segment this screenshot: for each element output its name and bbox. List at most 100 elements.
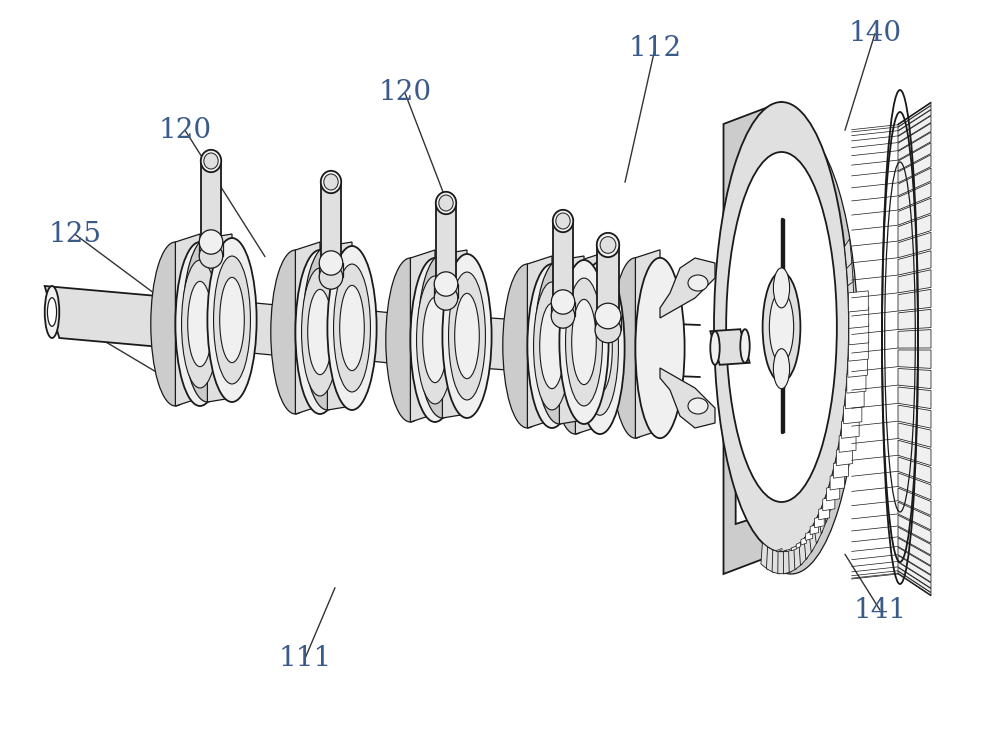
Polygon shape: [834, 450, 843, 482]
Ellipse shape: [201, 150, 221, 172]
Ellipse shape: [688, 398, 708, 414]
Polygon shape: [827, 478, 836, 510]
Ellipse shape: [199, 230, 223, 254]
Ellipse shape: [714, 102, 849, 552]
Polygon shape: [819, 507, 830, 520]
Ellipse shape: [418, 254, 467, 418]
Polygon shape: [898, 562, 931, 589]
Ellipse shape: [334, 264, 370, 392]
Polygon shape: [660, 258, 715, 318]
Polygon shape: [836, 448, 853, 466]
Polygon shape: [823, 497, 835, 511]
Polygon shape: [207, 234, 232, 402]
Ellipse shape: [553, 210, 573, 232]
Polygon shape: [849, 315, 854, 339]
Polygon shape: [898, 350, 931, 368]
Polygon shape: [597, 245, 619, 330]
Ellipse shape: [710, 331, 720, 365]
Ellipse shape: [188, 281, 212, 367]
Polygon shape: [898, 548, 931, 575]
Ellipse shape: [736, 174, 846, 524]
Ellipse shape: [402, 314, 419, 366]
Polygon shape: [898, 440, 931, 466]
Text: 120: 120: [158, 117, 212, 144]
Ellipse shape: [324, 174, 338, 190]
Polygon shape: [898, 571, 931, 595]
Ellipse shape: [566, 278, 602, 406]
Ellipse shape: [611, 258, 660, 438]
Polygon shape: [791, 546, 797, 551]
Polygon shape: [898, 556, 931, 583]
Polygon shape: [201, 161, 221, 256]
Ellipse shape: [434, 286, 458, 310]
Ellipse shape: [386, 258, 435, 422]
Polygon shape: [842, 419, 859, 438]
Polygon shape: [559, 256, 584, 424]
Ellipse shape: [439, 195, 453, 211]
Ellipse shape: [540, 304, 564, 388]
Polygon shape: [772, 550, 780, 574]
Ellipse shape: [321, 266, 341, 288]
Ellipse shape: [442, 254, 492, 418]
Polygon shape: [898, 515, 931, 543]
Polygon shape: [319, 263, 343, 277]
Polygon shape: [898, 143, 931, 171]
Ellipse shape: [319, 251, 343, 275]
Ellipse shape: [308, 289, 332, 375]
Ellipse shape: [553, 305, 573, 327]
Polygon shape: [175, 234, 200, 406]
Polygon shape: [794, 543, 802, 570]
Polygon shape: [295, 242, 320, 414]
Ellipse shape: [503, 264, 552, 428]
Polygon shape: [736, 155, 794, 524]
Ellipse shape: [207, 238, 257, 402]
Ellipse shape: [455, 293, 479, 379]
Polygon shape: [553, 221, 573, 316]
Polygon shape: [898, 270, 931, 293]
Ellipse shape: [595, 317, 621, 343]
Polygon shape: [898, 106, 931, 131]
Ellipse shape: [340, 286, 364, 371]
Polygon shape: [436, 203, 456, 298]
Ellipse shape: [535, 260, 584, 424]
Polygon shape: [449, 315, 536, 372]
Polygon shape: [214, 299, 304, 358]
Ellipse shape: [214, 256, 250, 384]
Polygon shape: [434, 284, 458, 298]
Polygon shape: [898, 423, 931, 447]
Ellipse shape: [575, 262, 625, 434]
Polygon shape: [810, 525, 819, 535]
Ellipse shape: [287, 306, 304, 358]
Polygon shape: [845, 239, 852, 269]
Ellipse shape: [551, 290, 575, 314]
Ellipse shape: [167, 298, 184, 350]
Polygon shape: [527, 256, 552, 428]
Text: 140: 140: [848, 20, 902, 47]
Polygon shape: [806, 531, 813, 540]
Polygon shape: [830, 474, 844, 490]
Polygon shape: [898, 155, 931, 183]
Ellipse shape: [519, 320, 536, 372]
Polygon shape: [823, 490, 832, 523]
Ellipse shape: [204, 153, 218, 169]
Polygon shape: [831, 464, 839, 497]
Ellipse shape: [559, 260, 609, 424]
Polygon shape: [818, 502, 827, 534]
Polygon shape: [898, 330, 931, 348]
Ellipse shape: [302, 268, 338, 396]
Ellipse shape: [449, 272, 485, 400]
Polygon shape: [842, 403, 850, 433]
Polygon shape: [898, 116, 931, 143]
Polygon shape: [840, 419, 848, 450]
Polygon shape: [898, 574, 931, 596]
Polygon shape: [848, 351, 854, 378]
Ellipse shape: [600, 237, 616, 253]
Polygon shape: [778, 552, 785, 574]
Ellipse shape: [410, 258, 460, 422]
Polygon shape: [898, 132, 931, 160]
Ellipse shape: [434, 272, 458, 296]
Polygon shape: [551, 302, 575, 316]
Polygon shape: [410, 250, 435, 422]
Ellipse shape: [740, 329, 750, 363]
Polygon shape: [898, 232, 931, 257]
